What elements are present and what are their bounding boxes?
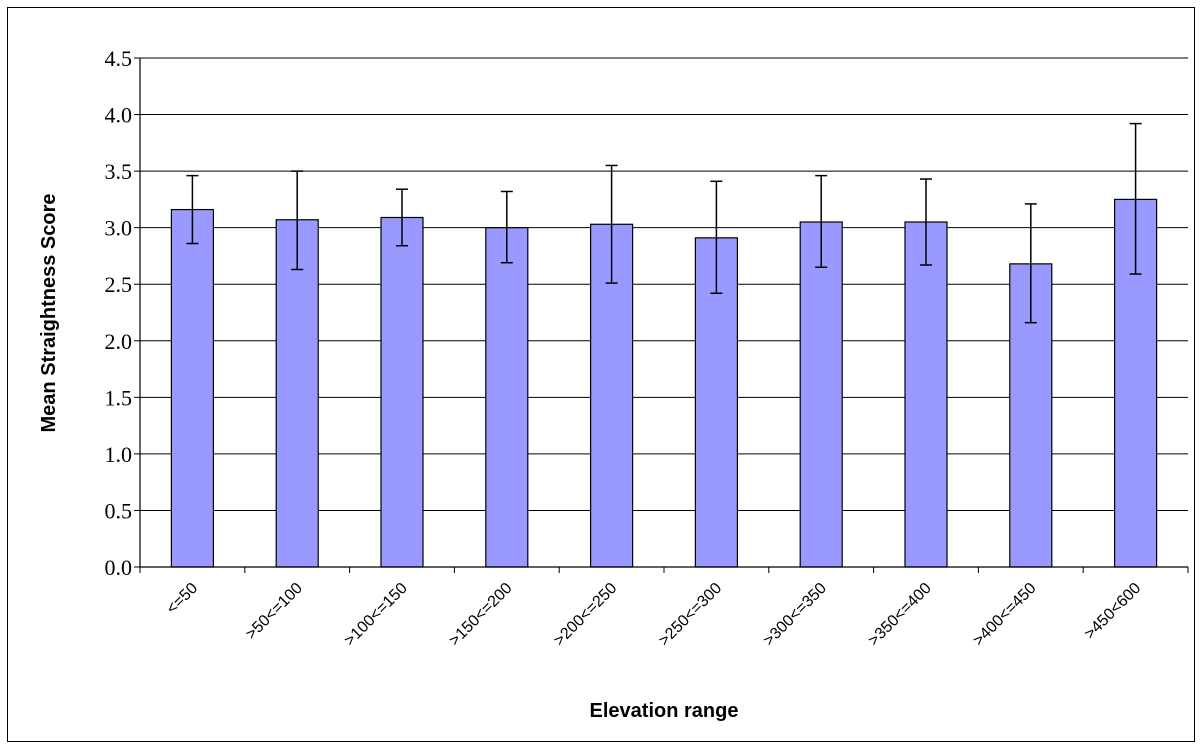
y-tick-label: 1.5 (105, 385, 133, 410)
y-tick-label: 4.5 (105, 46, 133, 71)
y-tick-label: 1.0 (105, 442, 133, 467)
y-tick-label: 0.5 (105, 498, 133, 523)
x-tick-label: >300<=350 (760, 580, 830, 650)
y-tick-label: 4.0 (105, 103, 133, 128)
bar (904, 221, 948, 568)
axes (134, 57, 1189, 573)
y-tick-label: 3.0 (105, 216, 133, 241)
y-tick-label: 0.0 (105, 555, 133, 580)
bars (170, 198, 1158, 568)
x-tick-label: >250<=300 (656, 580, 726, 650)
bar (485, 227, 529, 568)
error-bars (186, 122, 1142, 324)
bar (170, 208, 214, 568)
x-tick-label: <=50 (163, 580, 201, 618)
x-tick-label: >50<=100 (243, 580, 306, 643)
bar (799, 221, 843, 568)
y-tick-label: 3.5 (105, 159, 133, 184)
x-tick-label: >150<=200 (446, 580, 516, 650)
y-tick-label: 2.0 (105, 329, 133, 354)
bar (275, 219, 319, 568)
x-tick-label: >400<=450 (970, 580, 1040, 650)
y-axis-title: Mean Straightness Score (38, 194, 60, 433)
x-tick-label: >100<=150 (341, 580, 411, 650)
x-tick-label: >450<600 (1081, 580, 1144, 643)
y-tick-label: 2.5 (105, 272, 133, 297)
bar (380, 216, 424, 568)
x-axis-title: Elevation range (590, 700, 739, 722)
x-tick-label: >200<=250 (551, 580, 621, 650)
x-tick-labels: <=50 >50<=100 >100<=150 >150<=200 >200<=250 >… (163, 580, 1144, 650)
y-tick-labels: 0.0 0.5 1.0 1.5 2.0 2.5 3.0 3.5 4.0 4.5 (105, 46, 133, 580)
x-tick-label: >350<=400 (865, 580, 935, 650)
